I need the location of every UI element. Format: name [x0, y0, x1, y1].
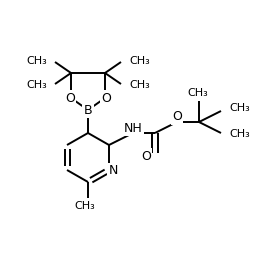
Text: O: O: [65, 92, 75, 104]
Text: CH₃: CH₃: [229, 129, 250, 139]
Text: N: N: [108, 164, 118, 178]
Text: O: O: [101, 92, 111, 104]
Text: CH₃: CH₃: [75, 201, 95, 211]
Text: CH₃: CH₃: [229, 103, 250, 113]
Text: CH₃: CH₃: [26, 80, 47, 90]
Text: CH₃: CH₃: [188, 88, 208, 98]
Text: O: O: [172, 111, 182, 124]
Text: CH₃: CH₃: [129, 80, 150, 90]
Text: CH₃: CH₃: [129, 56, 150, 66]
Text: O: O: [141, 150, 151, 163]
Text: B: B: [84, 104, 92, 116]
Text: CH₃: CH₃: [26, 56, 47, 66]
Text: NH: NH: [124, 121, 142, 135]
